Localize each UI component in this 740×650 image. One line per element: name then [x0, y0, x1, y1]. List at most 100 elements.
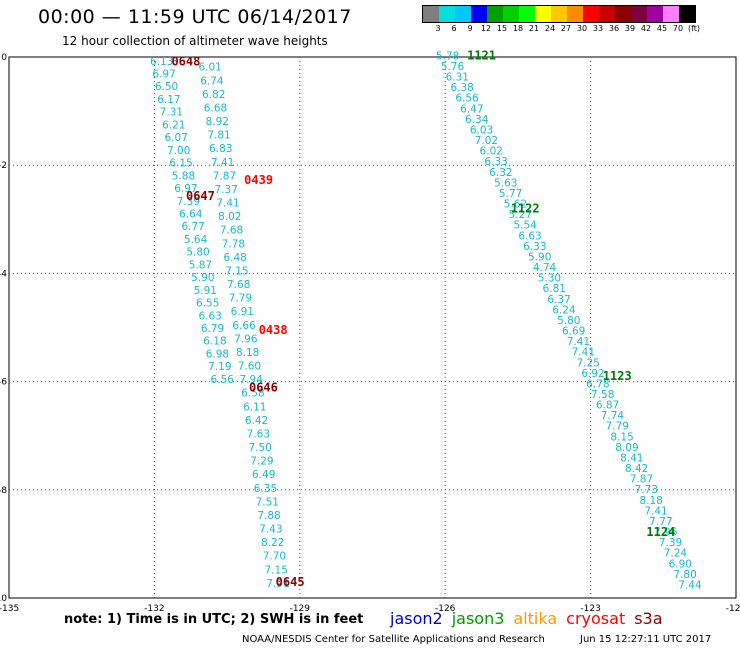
wave-height-value: 7.50: [248, 442, 271, 454]
x-tick-label: -135: [0, 604, 19, 614]
wave-height-value: 6.37: [547, 294, 570, 306]
wave-height-value: 8.92: [206, 116, 229, 128]
wave-height-value: 7.68: [220, 225, 243, 237]
wave-height-value: 7.41: [567, 336, 590, 348]
wave-height-value: 7.94: [240, 374, 264, 386]
wave-height-value: 5.80: [557, 315, 580, 327]
y-tick-label: -6: [0, 378, 7, 388]
units-note: note: 1) Time is in UTC; 2) SWH is in fe…: [64, 612, 364, 627]
wave-height-value: 5.88: [172, 170, 195, 182]
wave-height-value: 8.18: [639, 495, 662, 507]
wave-height-value: 7.24: [664, 548, 688, 560]
wave-height-value: 6.56: [211, 374, 235, 386]
colorbar-label: 42: [640, 24, 652, 33]
wave-height-value: 7.96: [654, 527, 678, 539]
wave-height-value: 7.39: [177, 196, 200, 208]
satellite-legend: jason2 jason3 altika cryosat s3a: [390, 609, 672, 628]
legend-s3a: s3a: [634, 609, 663, 628]
wave-height-value: 7.41: [644, 505, 667, 517]
wave-height-value: 7.41: [572, 347, 595, 359]
colorbar-label: 33: [592, 24, 604, 33]
x-tick-label: -123: [580, 604, 600, 614]
wave-height-value: 6.77: [181, 221, 204, 233]
wave-height-value: 8.42: [625, 463, 648, 475]
wave-height-value: 6.98: [206, 348, 229, 360]
wave-height-value: 7.15: [225, 265, 248, 277]
colorbar-swatch: [663, 6, 679, 22]
wave-height-value: 5.78: [436, 50, 459, 62]
wave-height-value: 6.63: [518, 230, 541, 242]
colorbar-swatch: [455, 6, 471, 22]
wave-height-value: 6.21: [162, 119, 185, 131]
wave-height-value: 6.66: [232, 320, 256, 332]
wave-height-value: 6.63: [198, 310, 221, 322]
wave-height-value: 6.81: [543, 283, 566, 295]
legend-altika: altika: [513, 609, 558, 628]
wave-height-value: 7.68: [227, 279, 250, 291]
wave-height-value: 6.01: [198, 62, 221, 74]
wave-height-value: 6.33: [523, 241, 546, 253]
wave-height-value: 6.15: [169, 158, 192, 170]
wave-height-value: 8.02: [218, 211, 241, 223]
wave-height-value: 6.64: [179, 208, 203, 220]
wave-height-value: 6.42: [245, 415, 268, 427]
map-subtitle: 12 hour collection of altimeter wave hei…: [62, 34, 328, 48]
wave-height-value: 5.91: [194, 285, 217, 297]
y-tick-label: -4: [0, 269, 7, 279]
wave-height-value: 6.24: [552, 304, 576, 316]
wave-height-value: 7.58: [591, 389, 614, 401]
wave-height-value: 7.39: [659, 537, 682, 549]
wave-height-value: 6.92: [581, 368, 604, 380]
wave-height-value: 6.58: [241, 388, 264, 400]
wave-height-value: 5.54: [513, 220, 537, 232]
wave-height-value: 4.74: [533, 262, 557, 274]
wave-height-value: 6.38: [450, 82, 473, 94]
legend-jason2: jason2: [390, 609, 443, 628]
wave-height-value: 7.87: [630, 474, 653, 486]
x-tick-label: -132: [144, 604, 164, 614]
axis-ticks: -135 -132 -129 -126 -123 -120 0 -2 -4 -6 -8 -10: [0, 53, 740, 614]
colorbar-label: 39: [624, 24, 636, 33]
credit-text: NOAA/NESDIS Center for Satellite Applica…: [242, 634, 545, 645]
colorbar-swatch: [503, 6, 519, 22]
colorbar-label: 36: [608, 24, 620, 33]
wave-height-value: 7.81: [207, 130, 230, 142]
wave-height-value: 6.50: [155, 81, 178, 93]
colorbar-label: 24: [544, 24, 556, 33]
legend-jason3: jason3: [451, 609, 505, 628]
wave-height-value: 7.25: [576, 357, 599, 369]
y-tick-label: -8: [0, 486, 7, 496]
wave-height-value: 6.03: [470, 124, 493, 136]
wave-height-value: 6.35: [254, 483, 277, 495]
colorbar-label: 15: [496, 24, 508, 33]
map-frame: [8, 56, 737, 599]
y-tick-label: -10: [0, 594, 7, 604]
wave-height-value: 6.18: [203, 336, 226, 348]
pass-time-label: 0646: [249, 381, 278, 395]
wave-height-value: 5.30: [538, 273, 561, 285]
wave-height-value: 7.41: [211, 157, 234, 169]
wave-height-value: 6.69: [562, 326, 585, 338]
colorbar-label: 18: [512, 24, 524, 33]
pass-time-labels: 0648 0647 0646 0645 0439 0438 1121 1122 1123 1124: [171, 48, 675, 588]
wave-height-value: 5.63: [494, 177, 517, 189]
wave-height-value: 5.77: [499, 188, 522, 200]
wave-height-value: 5.80: [186, 247, 209, 259]
plot-border: [8, 56, 737, 599]
pass-time-label: 0648: [171, 54, 200, 68]
wave-height-value: 7.78: [222, 238, 245, 250]
wave-height-value: 6.55: [196, 298, 219, 310]
wave-height-value: 8.15: [610, 431, 633, 443]
wave-height-value: 7.02: [475, 135, 498, 147]
wave-height-value: 5.90: [528, 251, 551, 263]
wave-height-value: 6.13: [150, 56, 173, 68]
legend-cryosat: cryosat: [566, 609, 626, 628]
colorbar-swatch: [679, 6, 695, 22]
wave-height-value: 6.31: [446, 72, 469, 84]
wave-height-value: 5.64: [184, 234, 208, 246]
wave-height-value: 5.90: [191, 272, 214, 284]
wave-height-value: 7.60: [238, 361, 261, 373]
pass-time-label: 1121: [467, 48, 496, 62]
wave-height-value: 6.17: [157, 94, 180, 106]
